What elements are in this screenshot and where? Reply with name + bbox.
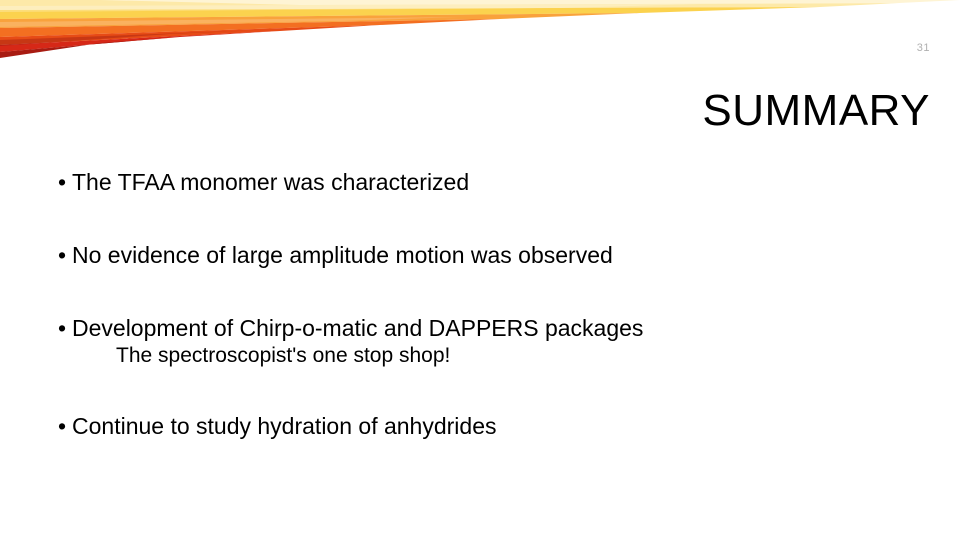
bullet-text: No evidence of large amplitude motion wa… — [72, 242, 613, 268]
bullet-text: Continue to study hydration of anhydride… — [72, 413, 497, 439]
bullet-mark-icon: • — [58, 314, 72, 343]
bullet-subtext: The spectroscopist's one stop shop! — [116, 344, 920, 368]
page-number: 31 — [917, 42, 930, 54]
bullet-mark-icon: • — [58, 168, 72, 197]
bullet-text: The TFAA monomer was characterized — [72, 169, 469, 195]
bullet-item: •The TFAA monomer was characterized — [58, 168, 920, 197]
bullet-item: •Continue to study hydration of anhydrid… — [58, 412, 920, 441]
bullet-item: •No evidence of large amplitude motion w… — [58, 241, 920, 270]
decorative-banner — [0, 0, 960, 62]
bullet-mark-icon: • — [58, 412, 72, 441]
bullet-text: Development of Chirp-o-matic and DAPPERS… — [72, 315, 643, 341]
bullet-list: •The TFAA monomer was characterized •No … — [58, 168, 920, 485]
page-title: SUMMARY — [702, 86, 930, 136]
bullet-mark-icon: • — [58, 241, 72, 270]
bullet-item: •Development of Chirp-o-matic and DAPPER… — [58, 314, 920, 343]
